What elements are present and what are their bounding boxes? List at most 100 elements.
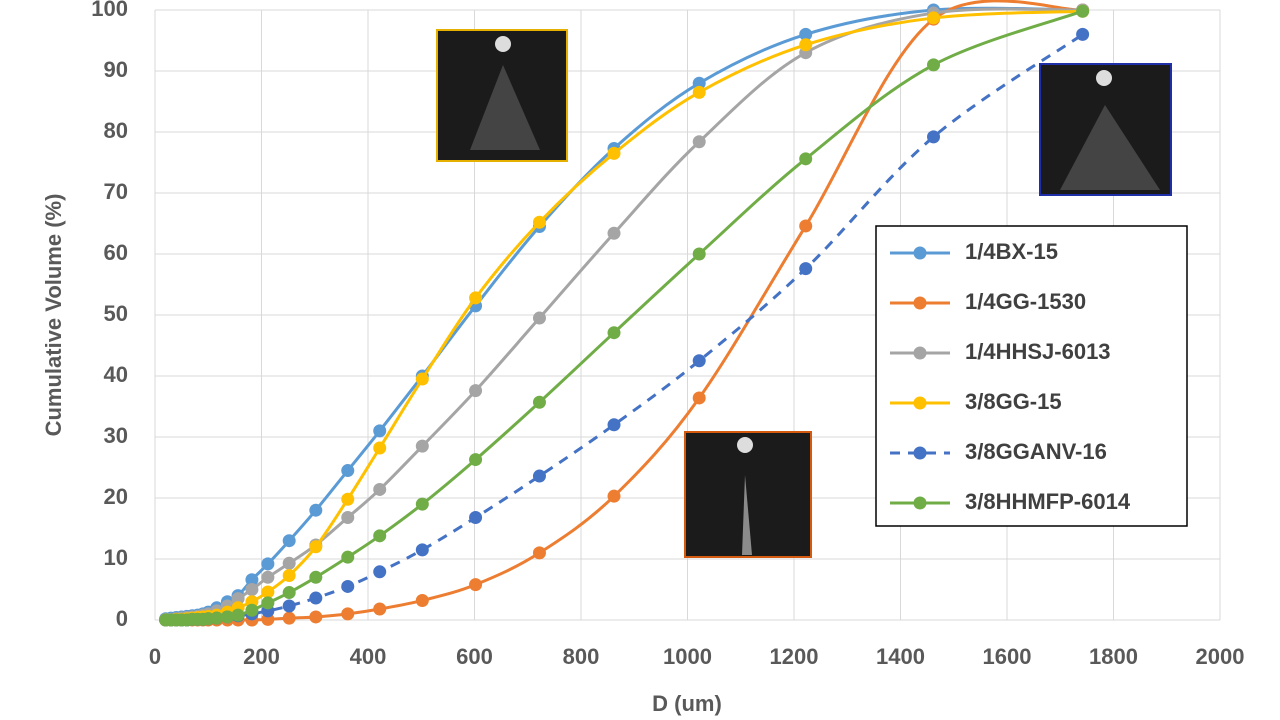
legend-label: 1/4GG-1530 [965,289,1086,314]
y-tick-label: 20 [104,484,128,509]
x-tick-label: 1000 [663,644,712,669]
legend-label: 1/4HHSJ-6013 [965,339,1111,364]
legend-label: 1/4BX-15 [965,239,1058,264]
data-point [245,603,259,617]
y-tick-label: 50 [104,301,128,326]
data-point [245,583,259,596]
x-tick-label: 600 [456,644,493,669]
data-point [415,372,429,386]
x-tick-label: 1600 [983,644,1032,669]
data-point [469,578,483,592]
legend-marker [913,446,927,460]
data-point [309,503,323,517]
data-point [799,152,813,166]
data-point [927,58,941,72]
data-point [261,557,275,571]
data-point [282,586,296,600]
data-point [607,226,621,240]
data-point [341,464,355,478]
data-point [607,418,621,432]
data-point [261,570,275,584]
data-point [799,262,813,276]
data-point [415,543,429,557]
data-point [231,608,245,622]
x-tick-label: 200 [243,644,280,669]
data-point [373,482,387,496]
data-point [1076,4,1090,18]
legend-marker [913,296,927,310]
y-axis-title: Cumulative Volume (%) [41,194,66,437]
data-point [607,489,621,503]
data-point [373,441,387,455]
legend-label: 3/8HHMFP-6014 [965,489,1131,514]
data-point [341,492,355,506]
data-point [469,453,483,467]
data-point [309,540,323,554]
data-point [692,391,706,405]
data-point [309,570,323,584]
data-point [282,611,296,625]
data-point [1076,27,1090,41]
legend [875,225,1188,527]
legend-marker [913,346,927,360]
data-point [415,497,429,511]
data-point [469,291,483,305]
data-point [799,38,813,52]
data-point [373,565,387,579]
data-point [341,579,355,593]
legend-marker [913,246,927,260]
data-point [692,247,706,261]
data-point [692,135,706,149]
data-point [692,76,706,90]
data-point [415,593,429,607]
y-tick-label: 60 [104,240,128,265]
data-point [341,511,355,525]
y-tick-label: 0 [116,606,128,631]
photo [436,29,568,162]
y-tick-label: 90 [104,57,128,82]
legend-label: 3/8GG-15 [965,389,1062,414]
data-point [282,599,296,613]
data-point [415,439,429,453]
data-point [210,611,224,625]
data-point [469,511,483,525]
x-tick-label: 1800 [1089,644,1138,669]
photo [684,431,812,558]
data-point [692,85,706,99]
x-tick-label: 0 [149,644,161,669]
data-point [341,550,355,564]
data-point [532,311,546,325]
data-point [261,596,275,610]
data-point [282,556,296,570]
y-tick-label: 10 [104,545,128,570]
data-point [532,469,546,483]
data-point [607,326,621,340]
x-axis-title: D (um) [652,691,722,716]
x-tick-label: 400 [350,644,387,669]
data-point [309,610,323,624]
y-tick-label: 80 [104,118,128,143]
data-point [373,424,387,438]
data-point [261,585,275,599]
data-point [799,27,813,41]
y-tick-label: 100 [91,0,128,21]
y-tick-label: 70 [104,179,128,204]
x-tick-label: 800 [563,644,600,669]
data-point [532,215,546,229]
data-point [532,395,546,409]
data-point [927,130,941,144]
legend-label: 3/8GGANV-16 [965,439,1107,464]
data-point [220,610,234,624]
data-point [309,591,323,605]
x-tick-label: 1200 [770,644,819,669]
data-point [469,384,483,398]
data-point [799,219,813,233]
data-point [231,592,245,606]
data-point [373,529,387,543]
y-tick-label: 30 [104,423,128,448]
data-point [692,354,706,368]
data-point [373,602,387,616]
legend-marker [913,496,927,510]
data-point [607,146,621,160]
